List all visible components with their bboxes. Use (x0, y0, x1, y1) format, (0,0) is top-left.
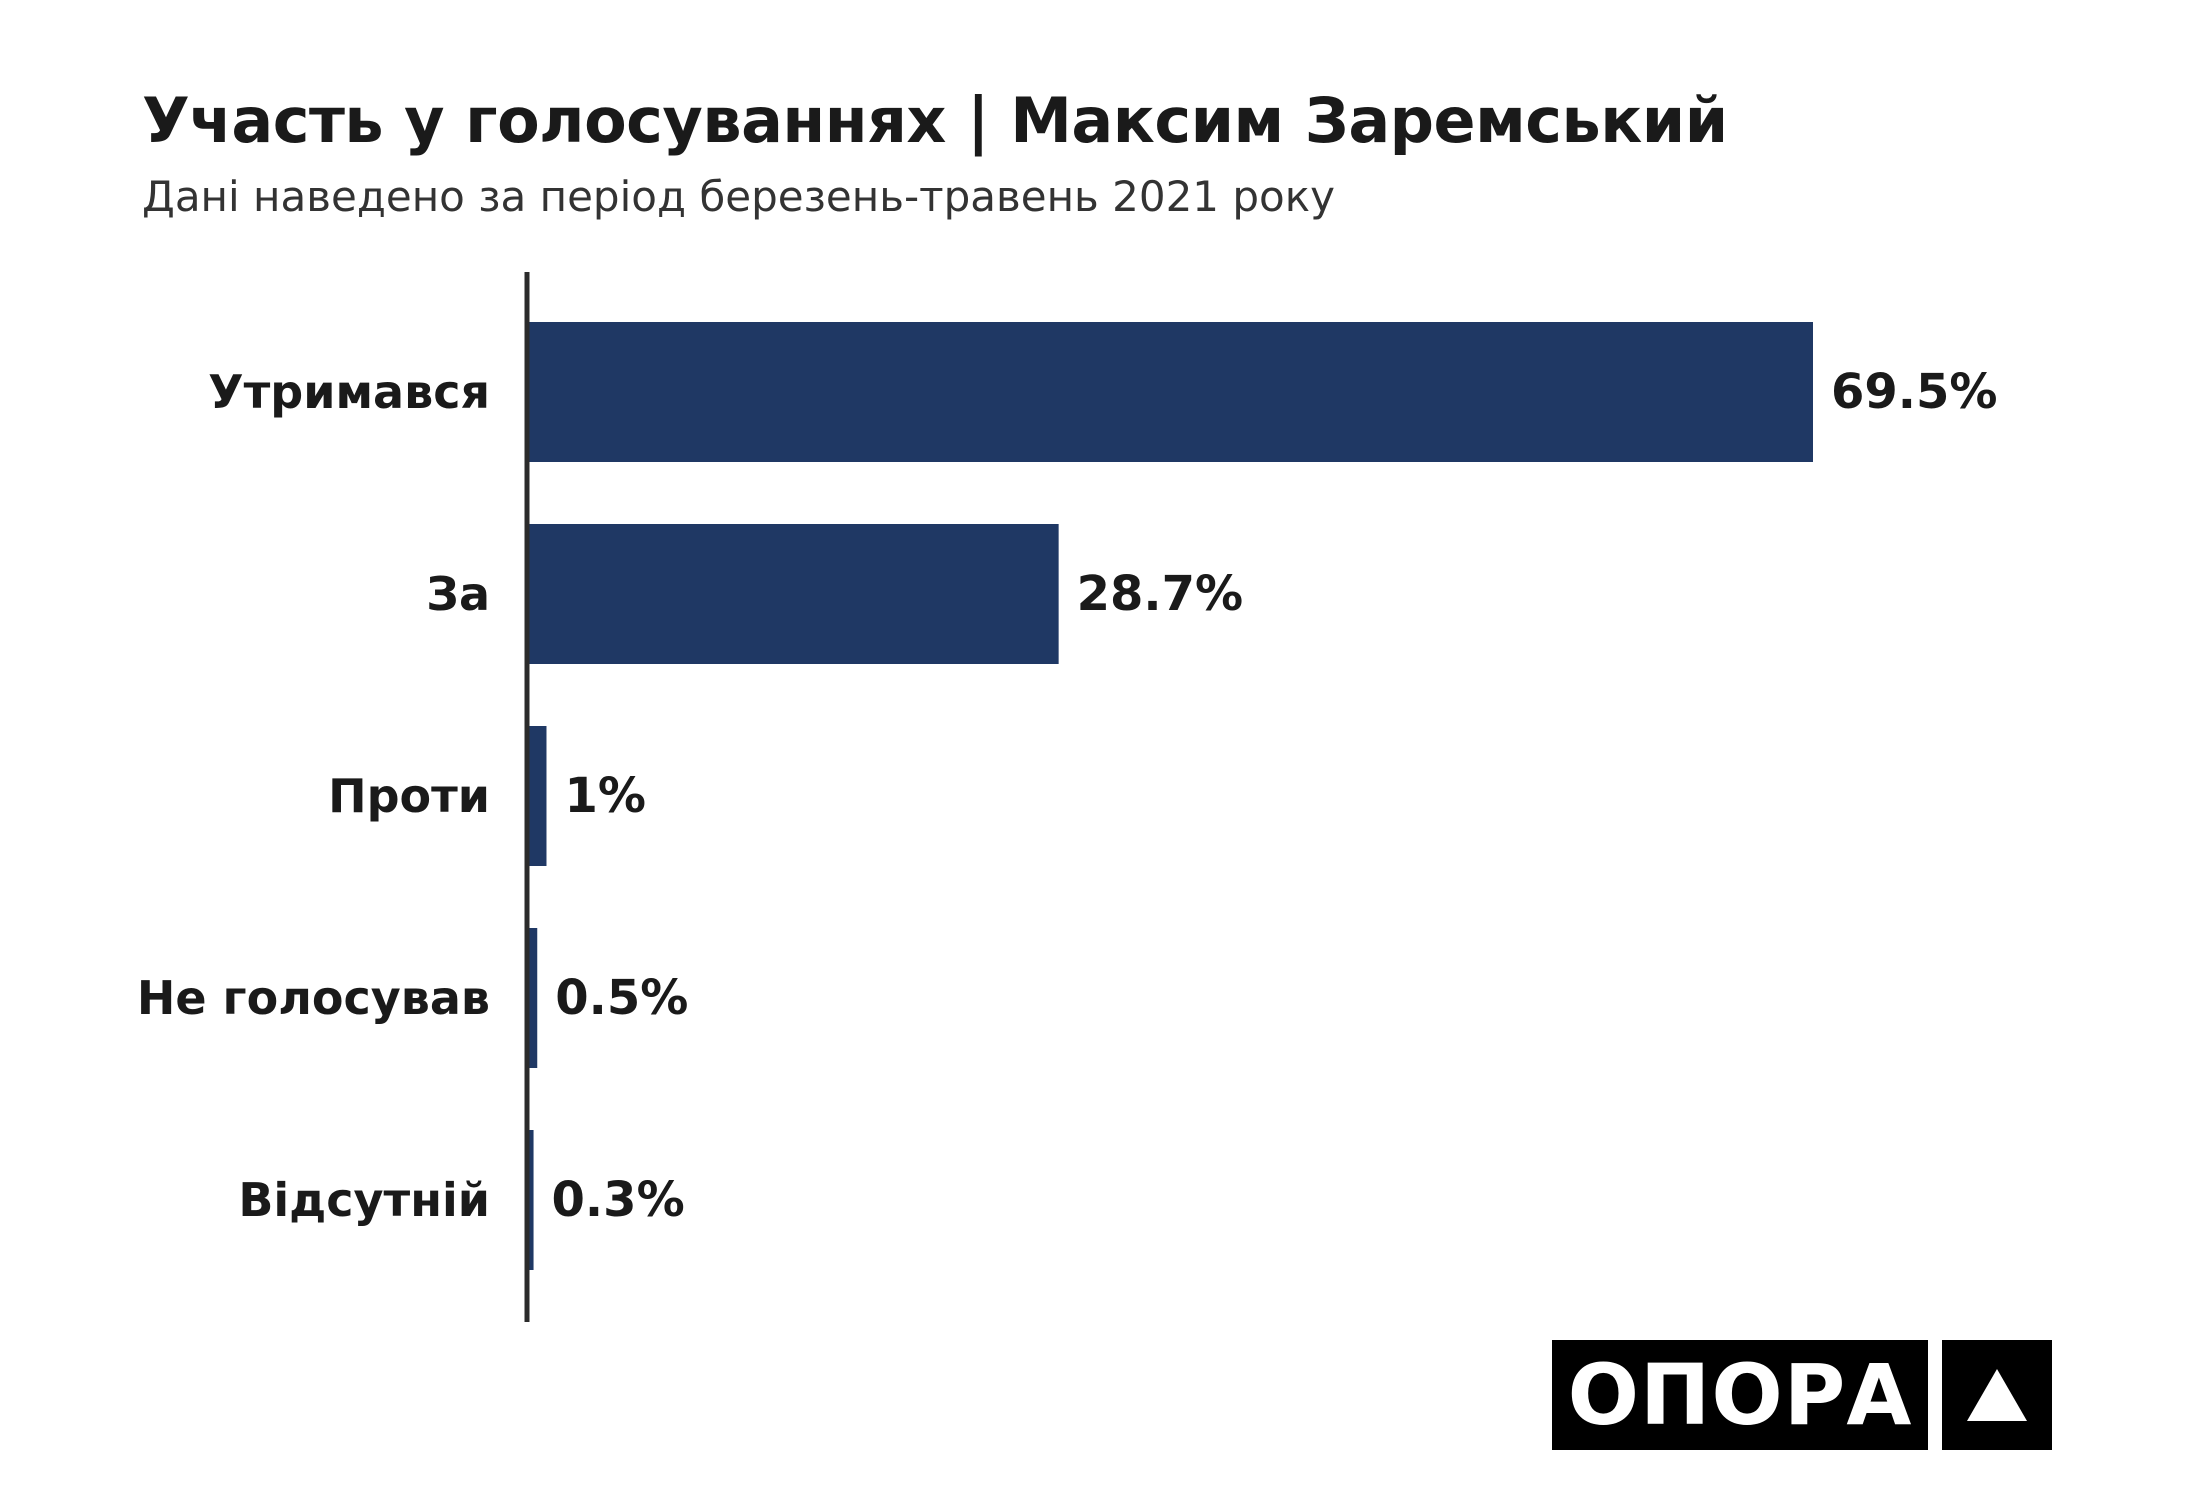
category-label-3: Проти (328, 769, 490, 823)
value-label-4: 0.5% (555, 970, 688, 1026)
value-label-2: 28.7% (1077, 566, 1244, 622)
bar-2 (528, 524, 1059, 664)
bar-1 (528, 322, 1813, 462)
chart-title: Участь у голосуваннях | Максим Заремськи… (142, 84, 1728, 157)
category-label-2: За (426, 567, 490, 621)
bar-5 (528, 1130, 534, 1270)
value-label-5: 0.3% (552, 1172, 685, 1228)
category-label-1: Утримався (208, 365, 490, 419)
value-label-1: 69.5% (1831, 364, 1998, 420)
opora-logo: ОПОРА (1552, 1340, 2052, 1450)
value-label-3: 1% (564, 768, 646, 824)
chart-subtitle: Дані наведено за період березень-травень… (142, 172, 1335, 221)
bar-4 (528, 928, 538, 1068)
triangle-icon (1942, 1340, 2052, 1450)
bars-group (528, 322, 1813, 1270)
category-label-4: Не голосував (137, 971, 490, 1025)
bar-3 (528, 726, 547, 866)
logo-wordmark: ОПОРА (1552, 1340, 1928, 1450)
labels-group: Утримався 69.5% За 28.7% Проти 1% Не голосував… (137, 364, 1998, 1228)
category-label-5: Відсутній (238, 1173, 490, 1227)
